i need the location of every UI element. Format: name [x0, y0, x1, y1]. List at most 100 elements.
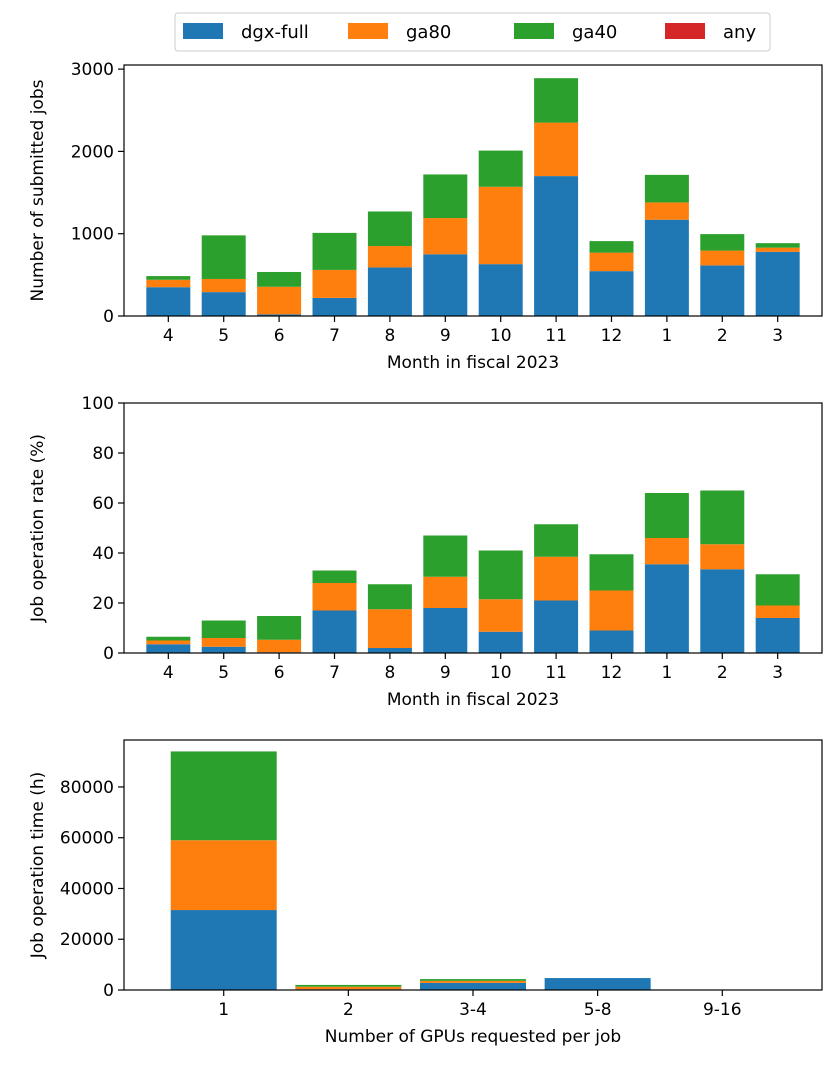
- y-tick-label: 0: [103, 307, 114, 327]
- bar-ga40-3: [755, 574, 800, 606]
- bar-ga80-2: [700, 250, 745, 266]
- bar-ga40-12: [589, 241, 634, 253]
- y-axis-label: Job operation time (h): [28, 772, 48, 960]
- bar-dgx-full-12: [589, 630, 634, 653]
- bar-ga80-9: [423, 218, 468, 255]
- x-tick-label: 6: [274, 663, 285, 683]
- bar-ga40-9: [423, 174, 468, 219]
- bar-ga80-1: [644, 202, 689, 220]
- legend-swatch-ga40: [514, 23, 554, 39]
- bar-ga40-12: [589, 554, 634, 591]
- y-tick-label: 40000: [60, 879, 114, 899]
- legend-label-any: any: [723, 22, 756, 43]
- x-tick-label: 7: [329, 326, 340, 346]
- bar-ga40-11: [534, 78, 579, 123]
- legend: dgx-full ga80 ga40 any: [174, 12, 771, 52]
- x-tick-label: 2: [717, 326, 728, 346]
- bar-ga80-11: [534, 122, 579, 177]
- x-tick-label: 4: [163, 326, 174, 346]
- x-tick-label: 12: [601, 663, 623, 683]
- x-tick-label: 9: [440, 663, 451, 683]
- y-tick-label: 0: [103, 981, 114, 1001]
- bar-ga80-2: [700, 544, 745, 570]
- x-tick-label: 10: [490, 326, 512, 346]
- x-tick-label: 9-16: [703, 1000, 742, 1020]
- legend-swatch-dgx-full: [183, 23, 223, 39]
- y-tick-label: 0: [103, 644, 114, 664]
- bar-ga40-3: [755, 243, 800, 248]
- bar-dgx-full-10: [478, 631, 523, 653]
- bar-dgx-full-9: [423, 608, 468, 653]
- bar-ga40-10: [478, 150, 523, 187]
- x-tick-label: 10: [490, 663, 512, 683]
- x-tick-label: 5: [218, 663, 229, 683]
- bar-dgx-full-5-8: [544, 978, 651, 990]
- x-tick-label: 2: [717, 663, 728, 683]
- bar-ga80-7: [312, 269, 357, 298]
- x-tick-label: 5: [218, 326, 229, 346]
- axes-frame: [123, 64, 823, 317]
- x-tick-label: 8: [384, 663, 395, 683]
- chart-3: 0 20000 40000 60000 80000 1 2 3-4 5-8 9-16 Number …: [28, 739, 823, 1047]
- bar-ga80-5: [201, 638, 246, 647]
- bar-ga40-7: [312, 232, 357, 270]
- bar-ga80-3: [755, 605, 800, 618]
- y-tick-label: 60: [92, 494, 114, 514]
- bar-ga40-1: [644, 174, 689, 203]
- x-tick-label: 1: [661, 326, 672, 346]
- bar-dgx-full-11: [534, 600, 579, 653]
- bar-ga40-4: [146, 636, 191, 641]
- bar-ga80-1: [644, 538, 689, 565]
- bar-ga80-3-4: [420, 980, 526, 983]
- y-tick-label: 20: [92, 594, 114, 614]
- bar-ga80-7: [312, 583, 357, 611]
- bar-ga40-2: [295, 984, 402, 987]
- x-tick-label: 2: [343, 1000, 354, 1020]
- y-tick-label: 40: [92, 544, 114, 564]
- bar-ga80-3: [755, 247, 800, 252]
- bar-dgx-full-12: [589, 271, 634, 316]
- x-axis-label: Number of GPUs requested per job: [325, 1027, 621, 1047]
- x-tick-label: 8: [384, 326, 395, 346]
- legend-label-ga80: ga80: [406, 22, 451, 43]
- bar-ga80-10: [478, 599, 523, 632]
- bar-ga80-1: [170, 840, 277, 911]
- bar-ga80-11: [534, 556, 579, 601]
- x-tick-label: 3: [772, 326, 783, 346]
- legend-label-ga40: ga40: [572, 22, 617, 43]
- x-axis-label: Month in fiscal 2023: [387, 353, 559, 373]
- bar-dgx-full-9: [423, 254, 468, 316]
- bar-ga80-8: [367, 246, 412, 268]
- bar-ga80-6: [257, 286, 302, 315]
- bar-dgx-full-5: [201, 292, 246, 316]
- y-tick-label: 1000: [71, 225, 114, 245]
- bar-ga40-10: [478, 550, 523, 600]
- bar-ga80-5: [201, 278, 246, 293]
- bar-dgx-full-7: [312, 297, 357, 316]
- bar-ga80-6: [257, 639, 302, 653]
- bar-ga40-9: [423, 535, 468, 577]
- bar-dgx-full-1: [644, 564, 689, 653]
- bar-ga40-1: [170, 751, 277, 841]
- bar-ga40-4: [146, 276, 191, 280]
- bar-ga80-2: [295, 986, 402, 990]
- bar-dgx-full-11: [534, 176, 579, 316]
- y-axis-label: Job operation rate (%): [28, 434, 48, 623]
- y-tick-label: 80000: [60, 778, 114, 798]
- legend-frame: [174, 12, 771, 52]
- y-tick-label: 100: [82, 394, 114, 414]
- y-tick-label: 80: [92, 444, 114, 464]
- y-tick-label: 2000: [71, 142, 114, 162]
- bar-dgx-full-8: [367, 648, 412, 653]
- bar-dgx-full-3-4: [420, 982, 526, 990]
- bar-ga80-8: [367, 609, 412, 648]
- x-tick-label: 3: [772, 663, 783, 683]
- bar-dgx-full-5: [201, 646, 246, 653]
- bar-dgx-full-4: [146, 287, 191, 316]
- x-tick-label: 4: [163, 663, 174, 683]
- x-tick-label: 12: [601, 326, 623, 346]
- bar-dgx-full-1: [170, 910, 277, 990]
- bar-dgx-full-4: [146, 644, 191, 653]
